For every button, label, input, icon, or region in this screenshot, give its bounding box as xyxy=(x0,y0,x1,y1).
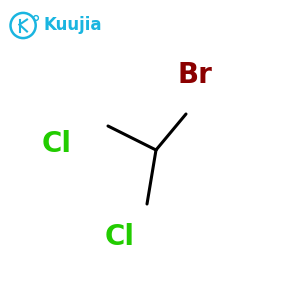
Text: Kuujia: Kuujia xyxy=(44,16,102,34)
Text: Cl: Cl xyxy=(105,223,135,251)
Text: Br: Br xyxy=(178,61,212,89)
Text: Cl: Cl xyxy=(42,130,72,158)
